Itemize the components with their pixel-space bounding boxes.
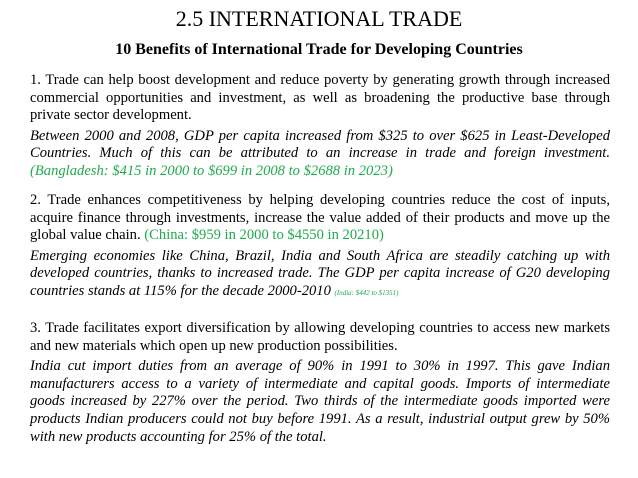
section-3: 3. Trade facilitates export diversificat… (30, 320, 610, 446)
page-title: 2.5 INTERNATIONAL TRADE (175, 6, 463, 31)
section-1: 1. Trade can help boost development and … (30, 72, 610, 181)
section-2-example-note: (India: $442 to $1351) (334, 288, 399, 297)
section-2-text: 2. Trade enhances competitiveness by hel… (30, 192, 610, 245)
section-2: 2. Trade enhances competitiveness by hel… (30, 192, 610, 303)
section-2-example: Emerging economies like China, Brazil, I… (30, 248, 610, 303)
section-1-example: Between 2000 and 2008, GDP per capita in… (30, 128, 610, 181)
section-2-text-note: (China: $959 in 2000 to $4550 in 20210) (144, 227, 384, 244)
section-1-example-text: Between 2000 and 2008, GDP per capita in… (30, 127, 610, 162)
section-2-text-body: 2. Trade enhances competitiveness by hel… (30, 192, 610, 244)
page-subtitle: 10 Benefits of International Trade for D… (115, 41, 523, 58)
section-3-example: India cut import duties from an average … (30, 358, 610, 445)
section-2-example-text: Emerging economies like China, Brazil, I… (30, 247, 610, 299)
section-1-text: 1. Trade can help boost development and … (30, 72, 610, 124)
section-3-text: 3. Trade facilitates export diversificat… (30, 320, 610, 354)
section-1-example-note: (Bangladesh: $415 in 2000 to $699 in 200… (30, 162, 393, 179)
